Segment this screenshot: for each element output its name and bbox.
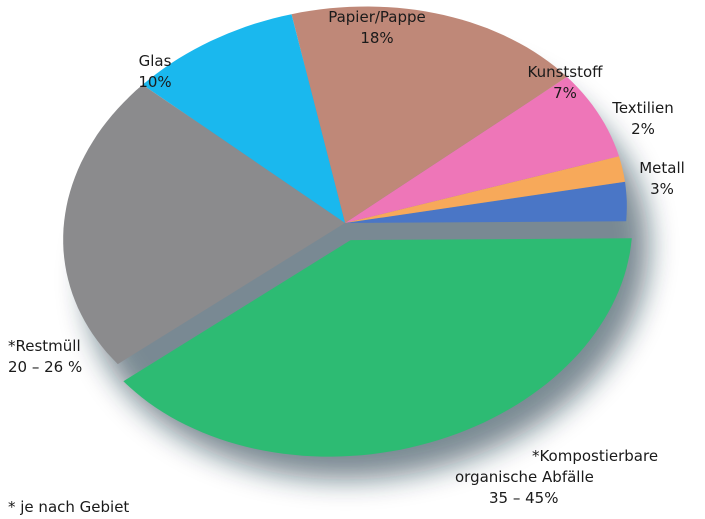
- label-metall-value: 3%: [650, 180, 674, 198]
- label-kunststoff: Kunststoff 7%: [510, 62, 620, 104]
- pie-slices: [63, 6, 632, 457]
- label-restmuell: *Restmüll 20 – 26 %: [8, 336, 108, 378]
- label-textilien-name: Textilien: [612, 99, 674, 117]
- pie-slice-kompostierbare-organische-abfälle: [123, 238, 632, 457]
- label-textilien-value: 2%: [631, 120, 655, 138]
- label-kunststoff-name: Kunststoff: [527, 63, 603, 81]
- label-glas: Glas 10%: [120, 51, 190, 93]
- label-kompost: *Kompostierbare organische Abfälle 35 – …: [455, 446, 685, 509]
- label-kompost-name-1: *Kompostierbare: [531, 447, 659, 465]
- pie-slice-glas: [142, 14, 345, 224]
- label-restmuell-value: 20 – 26 %: [8, 358, 83, 376]
- pie-slice-textilien: [345, 156, 625, 223]
- label-glas-value: 10%: [138, 73, 172, 91]
- label-papier-pappe-name: Papier/Pappe: [328, 8, 426, 26]
- label-metall-name: Metall: [639, 159, 685, 177]
- label-papier-pappe: Papier/Pappe 18%: [312, 7, 442, 49]
- label-kompost-value: 35 – 45%: [489, 489, 559, 507]
- label-papier-pappe-value: 18%: [360, 29, 394, 47]
- label-kunststoff-value: 7%: [553, 84, 577, 102]
- label-metall: Metall 3%: [622, 158, 702, 200]
- label-textilien: Textilien 2%: [595, 98, 691, 140]
- pie-slice-restmüll: [63, 84, 345, 365]
- pie-slice-metall: [345, 181, 627, 223]
- label-glas-name: Glas: [138, 52, 172, 70]
- label-restmuell-name: *Restmüll: [8, 337, 81, 355]
- footnote: * je nach Gebiet: [8, 498, 130, 516]
- label-kompost-name-2: organische Abfälle: [455, 468, 594, 486]
- pie-slice-kunststoff: [345, 76, 619, 224]
- pie-slice-papier-pappe: [291, 6, 567, 223]
